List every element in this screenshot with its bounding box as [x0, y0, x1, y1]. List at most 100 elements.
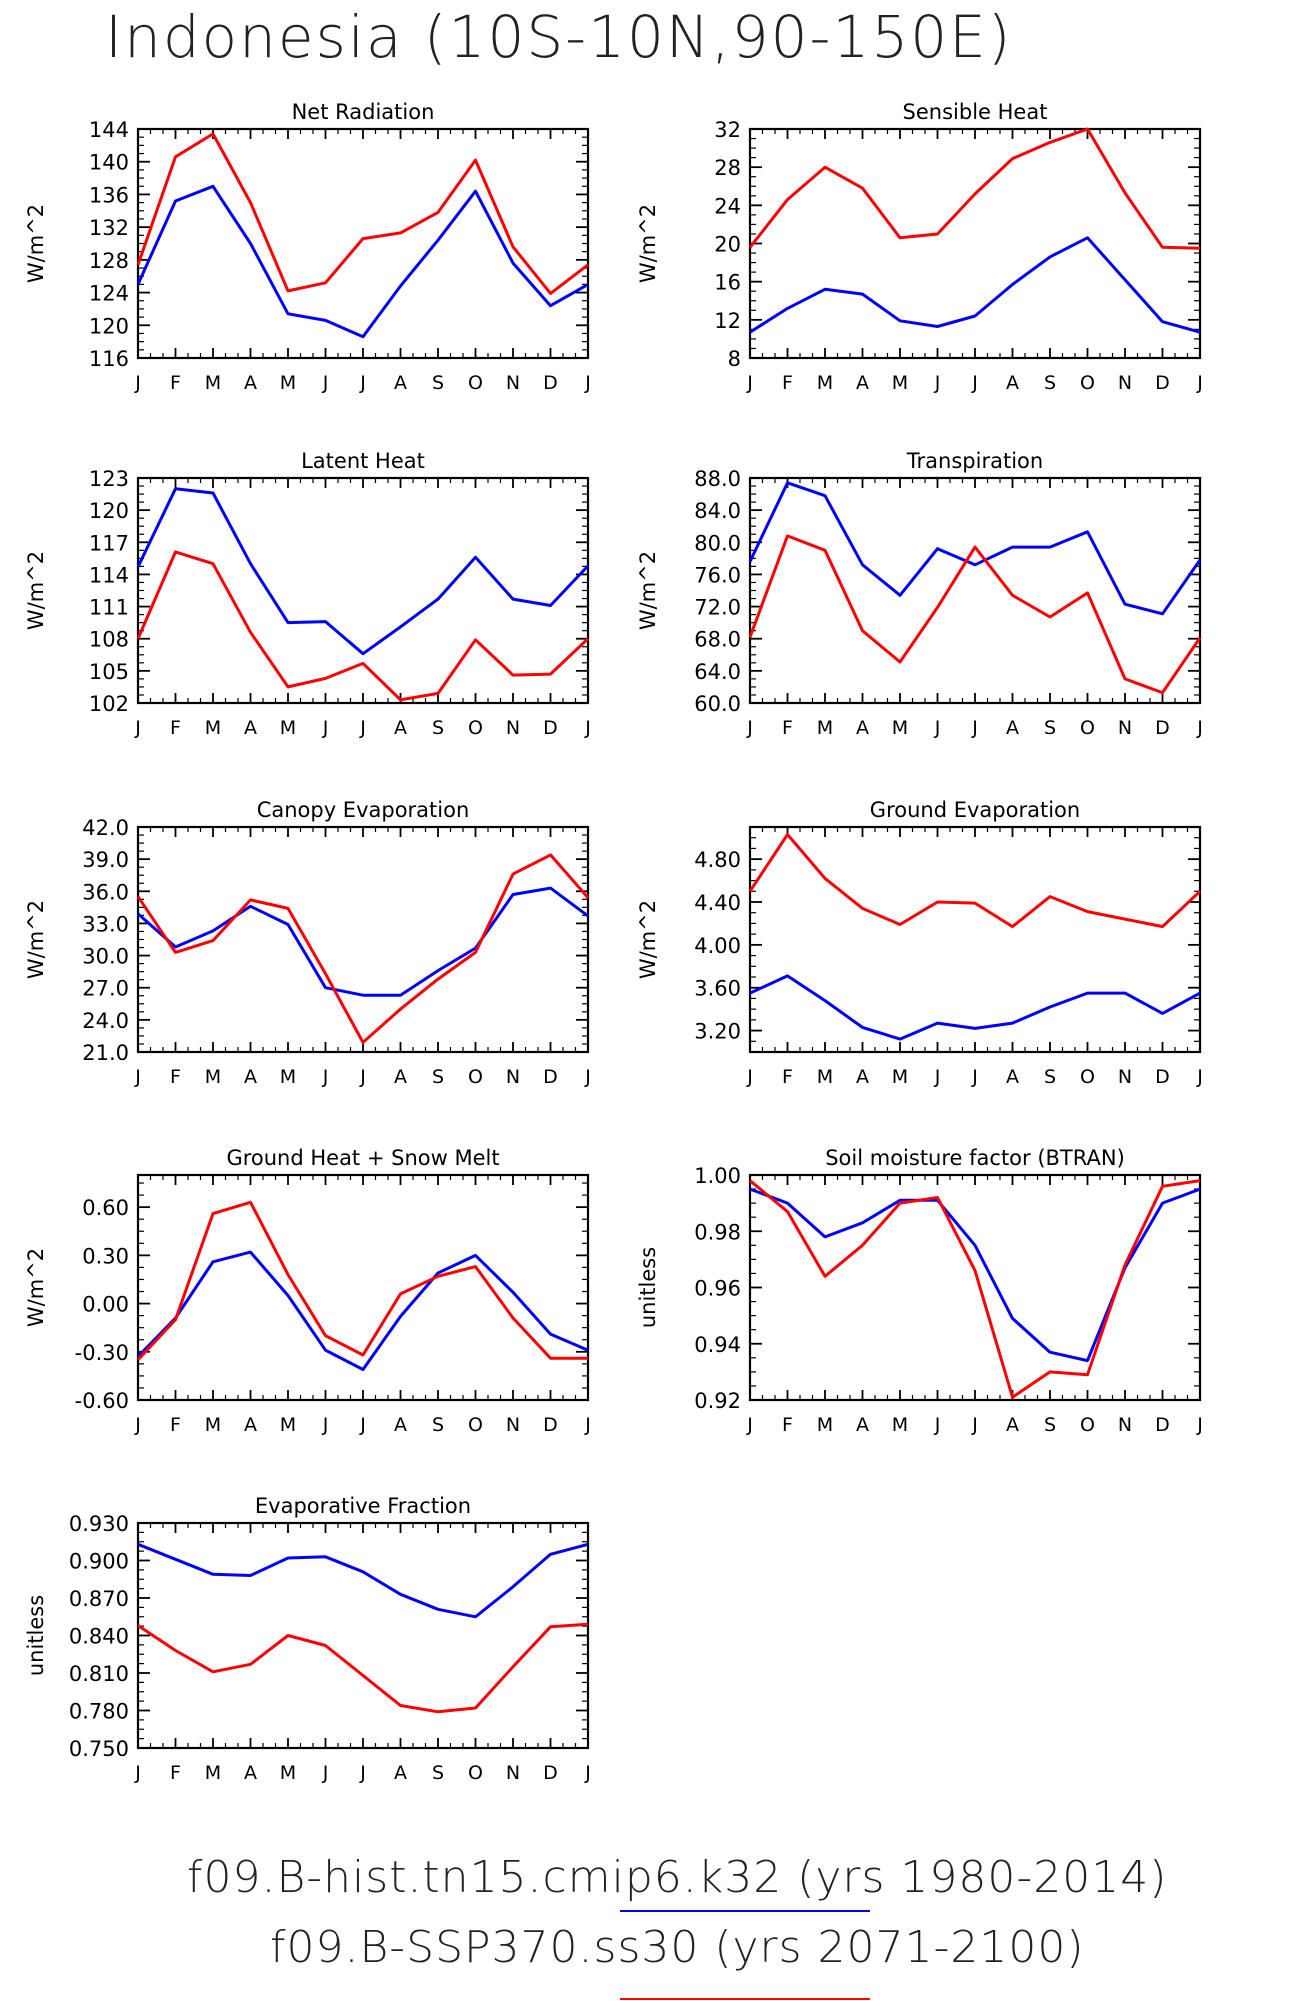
y-tick-label: 0.870 [69, 1587, 129, 1611]
y-axis-label: W/m^2 [636, 551, 660, 630]
y-tick-label: 0.810 [69, 1662, 129, 1686]
panel-9: Evaporative Fraction unitless J F M A M J J A S O N D… [24, 1494, 591, 1784]
x-tick-label: J [322, 1414, 329, 1436]
legend-swatch-red [620, 1998, 870, 2000]
x-tick-label: F [782, 1414, 793, 1436]
x-tick-label: M [205, 1762, 221, 1784]
y-tick-label: 3.20 [694, 1020, 741, 1044]
y-tick-label: 24.0 [82, 1009, 129, 1033]
x-tick-label: N [1118, 1066, 1132, 1088]
x-tick-label: J [359, 1762, 366, 1784]
x-tick-label: N [506, 1762, 520, 1784]
x-tick-label: O [468, 1414, 483, 1436]
x-tick-label: D [1155, 372, 1170, 394]
x-tick-label: J [584, 1066, 591, 1088]
series-line-blue [137, 886, 589, 997]
series-line-red [748, 127, 1201, 250]
x-tick-label: J [359, 717, 366, 739]
x-tick-label: S [432, 1414, 444, 1436]
x-tick-label: M [817, 372, 833, 394]
y-tick-label: 116 [89, 347, 129, 371]
panel-title: Ground Evaporation [870, 798, 1080, 822]
y-tick-label: 102 [89, 692, 129, 716]
x-tick-label: J [746, 372, 753, 394]
x-tick-label: F [170, 717, 181, 739]
series-line-red [136, 550, 590, 702]
x-tick-label: A [244, 1066, 257, 1088]
y-tick-label: -0.60 [75, 1389, 129, 1413]
x-tick-label: D [543, 1414, 558, 1436]
series-line-red [136, 1200, 588, 1361]
y-tick-label: 8 [728, 347, 741, 371]
y-tick-label: 124 [89, 282, 129, 306]
panel-title: Ground Heat + Snow Melt [226, 1146, 499, 1170]
y-tick-label: 39.0 [82, 848, 129, 872]
plot-frame [136, 127, 590, 360]
legend-entry-ssp370: f09.B-SSP370.ss30 (yrs 2071-2100) [270, 1922, 1085, 1973]
y-tick-label: 120 [89, 314, 129, 338]
figure-title-block: Indonesia (10S-10N,90-150E) [0, 2, 1300, 72]
y-tick-label: 105 [89, 660, 129, 684]
x-tick-label: A [1006, 1066, 1019, 1088]
panel-8: Soil moisture factor (BTRAN) unitless J F M A… [636, 1146, 1203, 1436]
x-tick-label: S [1044, 1066, 1056, 1088]
y-tick-label: 16 [714, 271, 741, 295]
y-tick-label: 88.0 [694, 467, 741, 491]
x-tick-label: D [1155, 1066, 1170, 1088]
y-axis-label: W/m^2 [24, 551, 48, 630]
legend-swatch-blue [620, 1910, 870, 1912]
x-tick-label: J [1196, 1414, 1203, 1436]
y-tick-label: 140 [89, 151, 129, 175]
series-line-blue [136, 487, 590, 656]
x-tick-label: M [280, 372, 296, 394]
y-axis-label: W/m^2 [636, 204, 660, 283]
y-tick-label: 128 [89, 249, 129, 273]
y-tick-label: 0.96 [694, 1277, 741, 1301]
x-tick-label: A [856, 372, 869, 394]
panel-7: Ground Heat + Snow Melt W/m^2 J F M A M J J A S O N D… [24, 1146, 591, 1436]
panel-title: Evaporative Fraction [255, 1494, 471, 1518]
y-tick-label: 0.00 [82, 1293, 129, 1317]
y-tick-label: 30.0 [82, 945, 129, 969]
plot-frame [136, 1521, 590, 1750]
y-tick-label: 32 [714, 118, 741, 142]
plot-frame [136, 1173, 590, 1402]
x-tick-label: A [244, 1762, 257, 1784]
series-line-red [136, 853, 590, 1044]
y-tick-label: 0.60 [82, 1196, 129, 1220]
x-tick-label: J [134, 1762, 141, 1784]
x-tick-label: A [1006, 372, 1019, 394]
x-tick-label: N [1118, 717, 1132, 739]
y-axis-label: unitless [24, 1595, 48, 1676]
x-tick-label: J [971, 372, 978, 394]
x-tick-label: M [280, 1762, 296, 1784]
x-tick-label: N [1118, 372, 1132, 394]
y-tick-label: 0.930 [69, 1512, 129, 1536]
x-tick-label: M [205, 372, 221, 394]
y-axis-label: W/m^2 [24, 1248, 48, 1327]
y-tick-label: 0.900 [69, 1550, 129, 1574]
x-tick-label: J [934, 372, 941, 394]
x-tick-label: O [468, 1066, 483, 1088]
x-tick-label: M [892, 1066, 908, 1088]
x-tick-label: D [543, 717, 558, 739]
y-tick-label: 33.0 [82, 912, 129, 936]
x-tick-label: J [1196, 372, 1203, 394]
x-tick-label: D [543, 1066, 558, 1088]
y-tick-label: 0.750 [69, 1737, 129, 1761]
x-tick-label: J [746, 1414, 753, 1436]
x-tick-label: S [432, 717, 444, 739]
y-tick-label: 123 [89, 467, 129, 491]
y-tick-label: 21.0 [82, 1041, 129, 1065]
x-tick-label: M [817, 1414, 833, 1436]
x-tick-label: S [432, 1066, 444, 1088]
x-tick-label: F [782, 1066, 793, 1088]
series-line-blue [137, 1542, 589, 1619]
y-tick-label: 24 [714, 194, 741, 218]
y-tick-label: 60.0 [694, 692, 741, 716]
x-tick-label: O [468, 372, 483, 394]
